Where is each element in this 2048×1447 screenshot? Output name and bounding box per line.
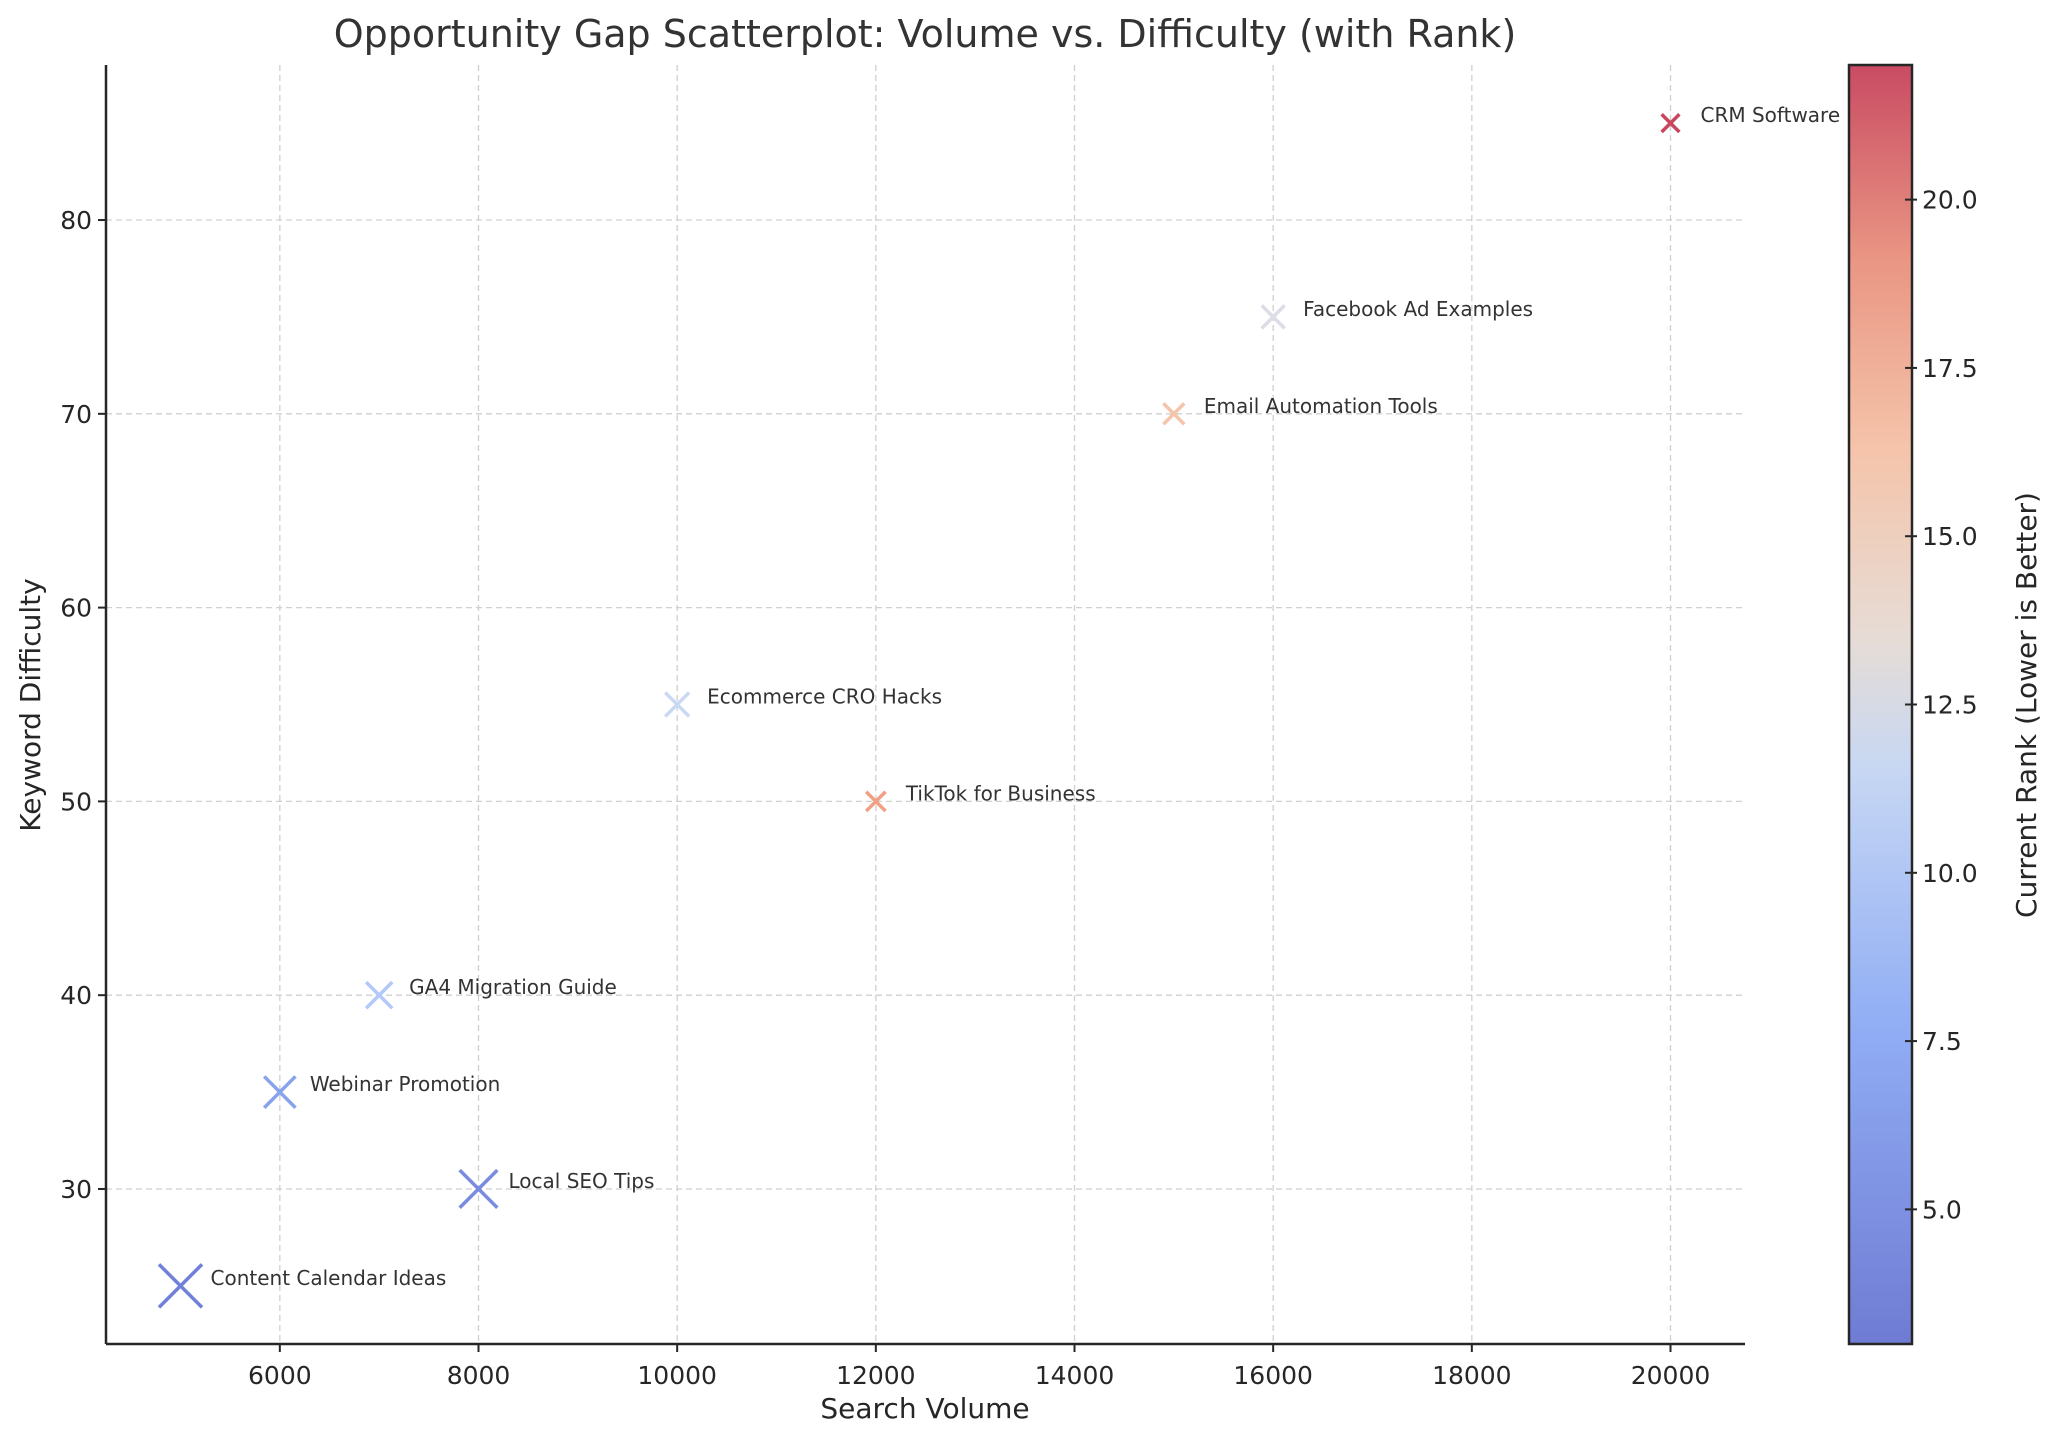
x-tick-label: 8000 xyxy=(447,1361,511,1390)
data-point: Facebook Ad Examples xyxy=(1260,297,1533,330)
data-point: TikTok for Business xyxy=(864,781,1096,813)
data-point: Content Calendar Ideas xyxy=(157,1263,447,1309)
colorbar-tick-label: 10.0 xyxy=(1922,859,1978,888)
x-tick-label: 6000 xyxy=(248,1361,312,1390)
x-tick-label: 14000 xyxy=(1035,1361,1115,1390)
y-tick-label: 30 xyxy=(60,1175,92,1204)
data-point: Email Automation Tools xyxy=(1162,394,1438,426)
y-tick-label: 50 xyxy=(60,787,92,816)
point-label: GA4 Migration Guide xyxy=(409,975,617,999)
point-label: Local SEO Tips xyxy=(509,1169,655,1193)
y-tick-label: 80 xyxy=(60,206,92,235)
data-point: GA4 Migration Guide xyxy=(364,975,617,1010)
point-label: Webinar Promotion xyxy=(310,1072,500,1096)
y-axis: 30 40 50 60 70 80 xyxy=(60,206,106,1204)
colorbar-ticks: 5.0 7.5 10.0 12.5 15.0 17.5 20.0 xyxy=(1905,186,1978,1224)
x-axis-label: Search Volume xyxy=(820,1392,1029,1425)
point-label: CRM Software xyxy=(1701,103,1841,127)
y-axis-label: Keyword Difficulty xyxy=(14,578,47,831)
colorbar xyxy=(1847,63,1914,1346)
x-marker xyxy=(157,1263,204,1309)
colorbar-tick-label: 5.0 xyxy=(1922,1195,1962,1224)
colorbar-tick-label: 15.0 xyxy=(1922,522,1978,551)
y-tick-label: 70 xyxy=(60,400,92,429)
x-marker xyxy=(663,691,691,718)
data-point: Local SEO Tips xyxy=(458,1168,655,1210)
y-tick-label: 60 xyxy=(60,594,92,623)
point-label: Ecommerce CRO Hacks xyxy=(707,685,942,709)
x-tick-label: 12000 xyxy=(836,1361,916,1390)
point-label: Email Automation Tools xyxy=(1204,394,1438,418)
x-axis: 6000 8000 10000 12000 14000 16000 18000 20000 xyxy=(248,1344,1710,1390)
colorbar-tick-label: 7.5 xyxy=(1922,1027,1962,1056)
data-point: CRM Software xyxy=(1660,103,1841,134)
data-point: Ecommerce CRO Hacks xyxy=(663,685,942,718)
x-tick-label: 16000 xyxy=(1233,1361,1313,1390)
colorbar-tick-label: 12.5 xyxy=(1922,691,1978,720)
x-tick-label: 20000 xyxy=(1631,1361,1711,1390)
x-tick-label: 10000 xyxy=(637,1361,717,1390)
x-marker xyxy=(1660,113,1681,134)
x-marker xyxy=(458,1168,499,1210)
data-point: Webinar Promotion xyxy=(262,1072,500,1109)
data-points: Content Calendar Ideas Webinar Promotion G… xyxy=(157,103,1841,1309)
x-marker xyxy=(1162,402,1186,426)
y-tick-label: 40 xyxy=(60,981,92,1010)
point-label: TikTok for Business xyxy=(905,781,1096,805)
x-marker xyxy=(1260,304,1286,330)
colorbar-label: Current Rank (Lower is Better) xyxy=(2010,492,2043,918)
chart-title: Opportunity Gap Scatterplot: Volume vs. … xyxy=(334,12,1517,56)
point-label: Facebook Ad Examples xyxy=(1303,297,1533,321)
x-marker xyxy=(262,1075,297,1109)
x-tick-label: 18000 xyxy=(1432,1361,1512,1390)
colorbar-tick-label: 20.0 xyxy=(1922,186,1978,215)
x-marker xyxy=(864,790,887,813)
x-marker xyxy=(364,980,394,1010)
colorbar-tick-label: 17.5 xyxy=(1922,354,1978,383)
point-label: Content Calendar Ideas xyxy=(211,1266,447,1290)
